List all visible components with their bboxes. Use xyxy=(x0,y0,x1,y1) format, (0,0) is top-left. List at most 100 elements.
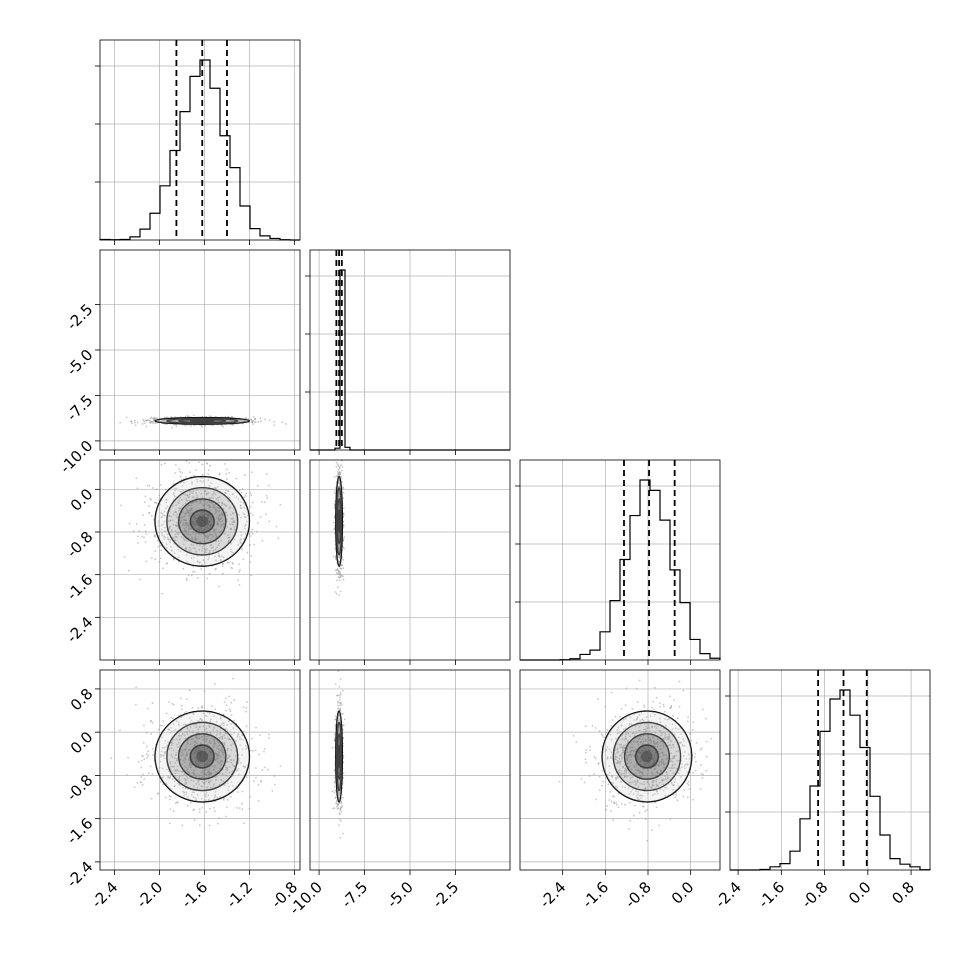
scatter-point xyxy=(648,785,651,788)
scatter-point xyxy=(635,731,638,733)
scatter-point xyxy=(206,525,209,528)
scatter-point xyxy=(257,799,260,802)
scatter-point xyxy=(177,723,180,726)
scatter-point xyxy=(188,546,191,549)
scatter-point xyxy=(340,564,343,567)
contour-line xyxy=(335,710,344,803)
panel-frame xyxy=(519,459,721,661)
contour-line xyxy=(189,509,215,534)
scatter-point xyxy=(191,512,193,515)
scatter-point xyxy=(630,790,632,793)
scatter-point xyxy=(167,775,170,777)
density-panel-2-1 xyxy=(309,459,511,665)
scatter-point xyxy=(335,796,337,798)
scatter-point xyxy=(173,492,175,494)
y-tick-label: -7.5 xyxy=(63,391,96,424)
scatter-point xyxy=(261,539,264,542)
scatter-point xyxy=(669,769,672,772)
scatter-point xyxy=(631,776,634,778)
scatter-point xyxy=(335,572,338,574)
scatter-point xyxy=(693,756,696,758)
scatter-point xyxy=(332,521,335,524)
scatter-point xyxy=(156,539,159,542)
scatter-point xyxy=(159,483,162,486)
scatter-point xyxy=(165,507,167,509)
scatter-point xyxy=(184,737,187,740)
scatter-point xyxy=(143,536,145,539)
scatter-point xyxy=(201,549,204,552)
scatter-point xyxy=(337,803,340,806)
scatter-point xyxy=(205,811,208,813)
scatter-point xyxy=(260,780,263,783)
scatter-point xyxy=(232,677,234,680)
scatter-point xyxy=(159,781,162,783)
y-tick-label: 0.0 xyxy=(67,728,97,758)
scatter-point xyxy=(132,530,135,533)
scatter-point xyxy=(337,468,340,471)
scatter-point xyxy=(193,769,196,772)
scatter-point xyxy=(239,506,242,509)
scatter-point xyxy=(228,561,231,564)
scatter-point xyxy=(191,738,193,740)
scatter-point xyxy=(184,756,186,759)
scatter-point xyxy=(182,504,184,507)
scatter-point xyxy=(343,507,345,509)
scatter-point xyxy=(147,754,150,757)
scatter-point xyxy=(654,743,657,746)
scatter-point xyxy=(233,526,236,528)
scatter-point xyxy=(213,743,216,745)
scatter-point xyxy=(197,707,200,709)
scatter-point xyxy=(214,509,217,512)
scatter-point xyxy=(338,686,341,688)
density-panel-3-2: -2.4 -1.6 -0.8 0.0 xyxy=(519,669,721,912)
scatter-point xyxy=(254,749,257,752)
scatter-point xyxy=(245,776,248,779)
scatter-point xyxy=(335,461,338,464)
scatter-point xyxy=(206,735,209,738)
scatter-point xyxy=(200,511,203,513)
scatter-point xyxy=(183,524,185,527)
scatter-point xyxy=(192,796,195,799)
scatter-point xyxy=(212,550,215,552)
scatter-point xyxy=(175,511,178,514)
scatter-point xyxy=(222,724,225,727)
scatter-point xyxy=(213,783,215,786)
scatter-point xyxy=(668,767,671,770)
scatter-point xyxy=(203,480,205,482)
scatter-point xyxy=(208,506,210,509)
scatter-point xyxy=(228,708,231,710)
scatter-point xyxy=(172,523,175,526)
scatter-point xyxy=(235,740,238,742)
scatter-point xyxy=(194,740,196,743)
scatter-point xyxy=(175,425,178,428)
scatter-point xyxy=(166,505,169,508)
scatter-point xyxy=(624,803,626,806)
scatter-point xyxy=(174,774,177,777)
scatter-point xyxy=(223,743,226,745)
scatter-point xyxy=(239,736,241,739)
scatter-point xyxy=(184,748,187,751)
scatter-point xyxy=(342,491,345,494)
scatter-point xyxy=(279,503,282,506)
contour-line xyxy=(336,733,342,780)
scatter-point xyxy=(336,694,339,697)
scatter-point xyxy=(230,759,232,761)
scatter-point xyxy=(196,786,199,789)
scatter-point xyxy=(174,489,177,492)
scatter-point xyxy=(251,737,253,740)
scatter-point xyxy=(181,499,183,501)
scatter-point xyxy=(142,514,145,516)
scatter-point xyxy=(230,714,233,716)
scatter-point xyxy=(212,746,215,749)
scatter-point xyxy=(625,731,628,734)
scatter-point xyxy=(205,780,208,782)
scatter-point xyxy=(229,523,231,526)
scatter-point xyxy=(187,533,190,536)
scatter-point xyxy=(208,740,211,743)
scatter-point xyxy=(187,796,190,798)
scatter-point xyxy=(192,753,195,756)
scatter-point xyxy=(631,788,634,791)
scatter-point xyxy=(196,576,199,579)
scatter-point xyxy=(188,771,191,774)
scatter-point xyxy=(335,715,337,718)
